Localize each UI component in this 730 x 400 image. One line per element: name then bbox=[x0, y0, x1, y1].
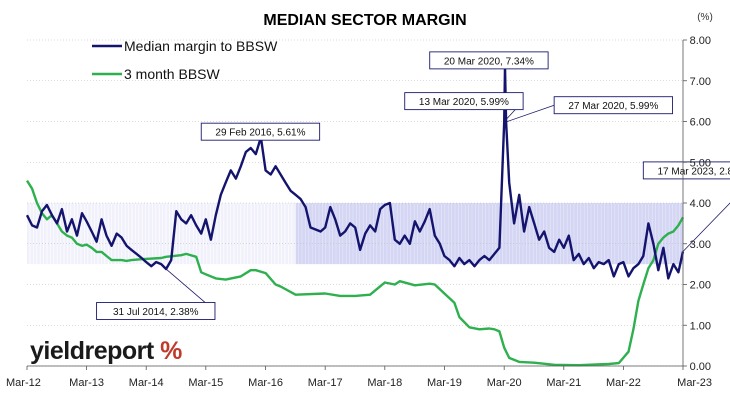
x-tick-label: Mar-23 bbox=[677, 377, 712, 389]
y-tick-label: 3.00 bbox=[690, 239, 711, 251]
y-tick-label: 6.00 bbox=[690, 117, 711, 129]
y-tick-label: 8.00 bbox=[690, 35, 711, 47]
annotation-label: 29 Feb 2016, 5.61% bbox=[215, 128, 305, 139]
shaded-band bbox=[27, 203, 684, 265]
x-tick-label: Mar-13 bbox=[69, 377, 104, 389]
annotation-box bbox=[642, 161, 730, 180]
annotation-box bbox=[404, 92, 524, 111]
y-axis-unit: (%) bbox=[697, 12, 713, 23]
logo-mark: % bbox=[160, 337, 182, 365]
annotation-label: 31 Jul 2014, 2.38% bbox=[113, 307, 199, 318]
annotation-leader bbox=[506, 104, 555, 123]
y-tick-label: 4.00 bbox=[690, 198, 711, 210]
y-tick-label: 5.00 bbox=[690, 157, 711, 169]
x-tick-label: Mar-22 bbox=[606, 377, 641, 389]
annotation-label: 27 Mar 2020, 5.99% bbox=[568, 101, 658, 112]
y-tick-label: 7.00 bbox=[690, 76, 711, 88]
x-tick-label: Mar-12 bbox=[6, 377, 41, 389]
annotation-box bbox=[96, 302, 216, 320]
legend: Median margin to BBSW 3 month BBSW bbox=[92, 38, 278, 82]
series-line bbox=[25, 65, 685, 280]
y-tick-label: 1.00 bbox=[690, 320, 711, 332]
x-tick-label: Mar-19 bbox=[427, 377, 462, 389]
y-tick-label: 2.00 bbox=[690, 280, 711, 292]
band-fill bbox=[295, 203, 683, 265]
annotation-box bbox=[200, 122, 321, 141]
axes: 0.00 1.00 2.00 3.00 4.00 5.00 6.00 7.00 8.00 Mar-… bbox=[6, 35, 712, 389]
annotation-label: 13 Mar 2020, 5.99% bbox=[419, 97, 509, 108]
x-tick-label: Mar-16 bbox=[248, 377, 283, 389]
series-lines bbox=[25, 65, 685, 367]
x-tick-label: Mar-21 bbox=[546, 377, 581, 389]
annotation-label: 20 Mar 2020, 7.34% bbox=[444, 56, 534, 67]
y-tick-label: 0.00 bbox=[690, 361, 711, 373]
annotations: 20 Mar 2020, 7.34% 13 Mar 2020, 5.99% 27 M… bbox=[96, 51, 730, 320]
annotation-label: 17 Mar 2023, 2.81% bbox=[657, 166, 730, 177]
series-line bbox=[25, 179, 685, 367]
legend-label: 3 month BBSW bbox=[124, 66, 220, 82]
annotation-box bbox=[553, 96, 674, 115]
logo-text: yieldreport bbox=[30, 337, 154, 365]
annotation-box bbox=[429, 51, 549, 70]
x-tick-label: Mar-17 bbox=[308, 377, 343, 389]
x-tick-label: Mar-20 bbox=[487, 377, 522, 389]
x-tick-label: Mar-15 bbox=[188, 377, 223, 389]
legend-label: Median margin to BBSW bbox=[124, 38, 278, 54]
x-tick-label: Mar-14 bbox=[129, 377, 164, 389]
annotation-leader bbox=[682, 202, 730, 252]
x-tick-label: Mar-18 bbox=[367, 377, 402, 389]
yieldreport-logo: yieldreport % bbox=[30, 337, 182, 366]
chart-title: MEDIAN SECTOR MARGIN bbox=[263, 12, 466, 29]
